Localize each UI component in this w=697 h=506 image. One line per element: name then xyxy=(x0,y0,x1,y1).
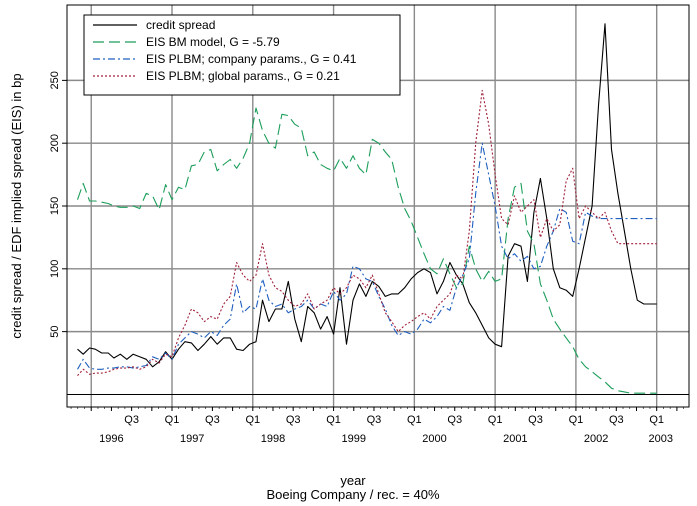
x-year-label: 2002 xyxy=(584,433,608,445)
x-quarter-label: Q3 xyxy=(609,414,624,426)
x-quarter-label: Q3 xyxy=(205,414,220,426)
series-line-2 xyxy=(76,107,657,394)
x-quarter-label: Q1 xyxy=(407,414,422,426)
x-quarter-label: Q1 xyxy=(165,414,180,426)
y-tick-label: 200 xyxy=(49,134,61,152)
x-quarter-label: Q3 xyxy=(286,414,301,426)
y-axis: 50 100 150 200 250 xyxy=(49,71,67,338)
legend-label: EIS BM model, G = -5.79 xyxy=(146,35,280,49)
x-quarter-label: Q3 xyxy=(447,414,462,426)
x-axis: Q3 Q1 Q3 Q1 Q3 Q1 Q3 Q1 Q3 Q1 Q3 Q1 Q3 Q1 1996 1997 1998… xyxy=(70,407,684,445)
y-tick-label: 50 xyxy=(49,326,61,338)
x-quarter-label: Q3 xyxy=(528,414,543,426)
x-quarter-label: Q1 xyxy=(326,414,341,426)
x-quarter-label: Q1 xyxy=(569,414,584,426)
legend: credit spread EIS BM model, G = -5.79 EIS … xyxy=(83,14,401,96)
x-year-label: 2000 xyxy=(422,433,446,445)
y-axis-label: credit spread / EDF implied spread (EIS)… xyxy=(9,73,24,338)
legend-label: EIS PLBM; company params., G = 0.41 xyxy=(146,52,357,66)
x-quarter-label: Q3 xyxy=(367,414,382,426)
y-tick-label: 100 xyxy=(49,260,61,278)
y-tick-label: 250 xyxy=(49,71,61,89)
series-line-4 xyxy=(77,89,657,376)
x-year-label: 1998 xyxy=(261,433,285,445)
x-year-label: 2001 xyxy=(503,433,527,445)
x-quarter-label: Q1 xyxy=(649,414,664,426)
series-line-3 xyxy=(77,142,657,370)
y-tick-label: 150 xyxy=(49,197,61,215)
x-year-label: 1999 xyxy=(342,433,366,445)
x-quarter-label: Q1 xyxy=(488,414,503,426)
series-layer xyxy=(76,23,657,394)
x-axis-label: year xyxy=(340,473,366,488)
legend-box xyxy=(83,14,401,96)
chart-subtitle: Boeing Company / rec. = 40% xyxy=(266,487,440,502)
x-year-label: 2003 xyxy=(648,433,672,445)
x-quarter-label: Q3 xyxy=(124,414,139,426)
legend-label: EIS PLBM; global params., G = 0.21 xyxy=(146,69,340,83)
x-quarter-label: Q1 xyxy=(245,414,260,426)
x-year-label: 1996 xyxy=(99,433,123,445)
legend-label: credit spread xyxy=(146,18,215,32)
x-year-label: 1997 xyxy=(180,433,204,445)
